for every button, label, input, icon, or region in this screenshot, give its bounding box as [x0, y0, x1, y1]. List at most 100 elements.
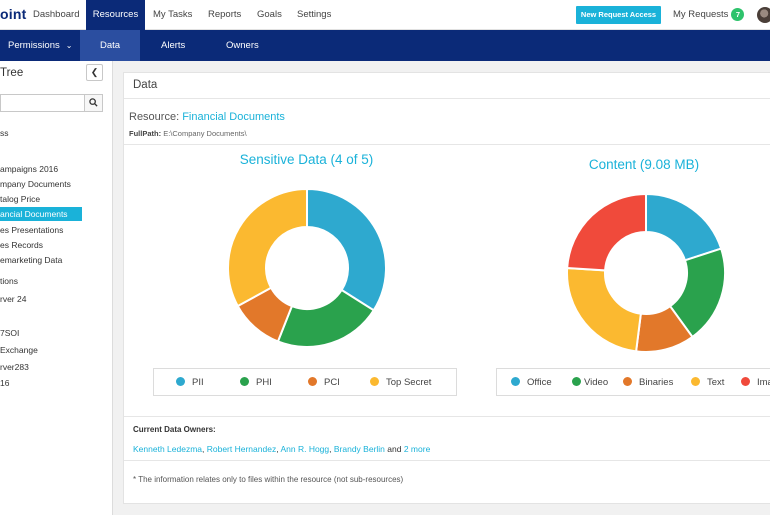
legend-item[interactable]: Binaries: [623, 377, 673, 388]
legend-swatch: [623, 377, 632, 386]
nav-reports[interactable]: Reports: [208, 9, 242, 20]
legend-item[interactable]: Video: [572, 377, 608, 388]
divider: [124, 144, 770, 145]
legend-swatch: [370, 377, 379, 386]
info-note: * The information relates only to files …: [133, 475, 404, 484]
legend-label: Binaries: [639, 377, 674, 388]
panel-title: Data: [133, 79, 158, 91]
donut-slice-pii[interactable]: [306, 188, 387, 312]
donut-slice-text[interactable]: [566, 266, 642, 353]
donut-slice-top-secret[interactable]: [227, 188, 308, 308]
resource-tree-sidebar: Tree ❮ ss ampaigns 2016 mpany Documents …: [0, 61, 113, 515]
legend-label: Video: [584, 377, 609, 388]
divider: [124, 460, 770, 461]
tree-item[interactable]: mpany Documents: [0, 179, 71, 189]
donut-slice-ima[interactable]: [566, 193, 647, 272]
legend-swatch: [511, 377, 520, 386]
owner-link[interactable]: Robert Hernandez: [206, 444, 277, 454]
legend-item[interactable]: PCI: [308, 377, 340, 388]
tree-item[interactable]: 7SOI: [0, 328, 20, 338]
legend-label: Text: [707, 377, 725, 388]
owners-list: Kenneth Ledezma, Robert Hernandez, Ann R…: [133, 444, 431, 454]
owner-link[interactable]: Kenneth Ledezma: [133, 444, 202, 454]
content-legend: Office Video Binaries Text Ima: [496, 368, 770, 396]
tab-data[interactable]: Data: [80, 30, 140, 61]
tree-search-button[interactable]: [84, 94, 103, 112]
legend-swatch: [240, 377, 249, 386]
tree-item[interactable]: emarketing Data: [0, 255, 63, 265]
tab-permissions-label: Permissions: [8, 40, 60, 51]
fullpath-value: E:\Company Documents\: [163, 129, 247, 138]
tree-item[interactable]: tions: [0, 276, 18, 286]
tab-owners[interactable]: Owners: [226, 40, 259, 51]
sensitive-data-legend: PII PHI PCI Top Secret: [153, 368, 457, 396]
tree-item[interactable]: ss: [0, 128, 9, 138]
chevron-left-icon: ❮: [90, 67, 99, 77]
data-panel: Data Resource: Financial Documents FullP…: [123, 72, 770, 504]
donut-slice-office[interactable]: [645, 193, 723, 262]
search-icon: [89, 98, 98, 107]
tree-item[interactable]: 16: [0, 378, 10, 388]
tree-item-selected[interactable]: ancial Documents: [0, 207, 82, 221]
legend-label: PHI: [256, 377, 272, 388]
resource-name-link[interactable]: Financial Documents: [182, 111, 285, 123]
legend-label: Top Secret: [386, 377, 432, 388]
tree-item[interactable]: Exchange: [0, 345, 38, 355]
panel-header: Data: [124, 73, 770, 99]
legend-item[interactable]: Office: [511, 377, 552, 388]
collapse-sidebar-button[interactable]: ❮: [86, 64, 103, 81]
sensitive-data-donut-chart: [227, 188, 387, 348]
legend-swatch: [176, 377, 185, 386]
legend-item[interactable]: Text: [691, 377, 724, 388]
legend-swatch: [572, 377, 581, 386]
nav-my-tasks[interactable]: My Tasks: [153, 9, 193, 20]
tree-search-input[interactable]: [0, 94, 84, 112]
legend-label: Office: [527, 377, 552, 388]
more-owners-link[interactable]: 2 more: [403, 444, 431, 454]
owner-link[interactable]: Brandy Berlin: [333, 444, 385, 454]
app-logo[interactable]: oint: [0, 6, 27, 22]
legend-swatch: [691, 377, 700, 386]
tab-alerts[interactable]: Alerts: [161, 40, 186, 51]
tree-item[interactable]: rver 24: [0, 294, 27, 304]
resource-line: Resource: Financial Documents: [129, 111, 285, 123]
legend-swatch: [741, 377, 750, 386]
tree-item[interactable]: ampaigns 2016: [0, 164, 59, 174]
legend-item[interactable]: Top Secret: [370, 377, 431, 388]
owners-label: Current Data Owners:: [133, 425, 216, 434]
tree-item[interactable]: rver283: [0, 362, 29, 372]
top-navigation: oint Dashboard Resources My Tasks Report…: [0, 0, 770, 30]
tree-item[interactable]: es Records: [0, 240, 43, 250]
sidebar-title: Tree: [0, 67, 24, 79]
legend-item[interactable]: PHI: [240, 377, 272, 388]
legend-item[interactable]: PII: [176, 377, 204, 388]
legend-label: PCI: [324, 377, 340, 388]
sub-navigation: Permissions ⌄ Data Alerts Owners: [0, 30, 770, 61]
owners-and-text: and: [387, 444, 402, 454]
legend-label: Ima: [757, 377, 770, 388]
legend-swatch: [308, 377, 317, 386]
owner-link[interactable]: Ann R. Hogg: [280, 444, 330, 454]
resource-label: Resource:: [129, 111, 180, 123]
fullpath-line: FullPath: E:\Company Documents\: [129, 129, 247, 138]
legend-item[interactable]: Ima: [741, 377, 770, 388]
nav-goals[interactable]: Goals: [257, 9, 282, 20]
tree-item[interactable]: es Presentations: [0, 225, 64, 235]
my-requests-label: My Requests: [673, 9, 729, 20]
chevron-down-icon: ⌄: [65, 41, 73, 50]
nav-dashboard[interactable]: Dashboard: [33, 9, 80, 20]
nav-settings[interactable]: Settings: [297, 9, 332, 20]
new-request-access-button[interactable]: New Request Access: [576, 6, 661, 24]
my-requests-link[interactable]: My Requests 7: [673, 0, 745, 30]
nav-resources[interactable]: Resources: [86, 0, 145, 30]
chart-title-content: Content (9.08 MB): [588, 157, 700, 172]
tree-item[interactable]: talog Price: [0, 194, 41, 204]
user-avatar[interactable]: [757, 7, 770, 23]
divider: [124, 416, 770, 417]
panel-title-blank: [162, 76, 242, 94]
chart-title-sensitive-data: Sensitive Data (4 of 5): [239, 152, 374, 167]
my-requests-count-badge: 7: [731, 7, 745, 21]
tab-permissions[interactable]: Permissions ⌄: [8, 30, 72, 61]
fullpath-label: FullPath:: [129, 129, 162, 138]
legend-label: PII: [192, 377, 204, 388]
